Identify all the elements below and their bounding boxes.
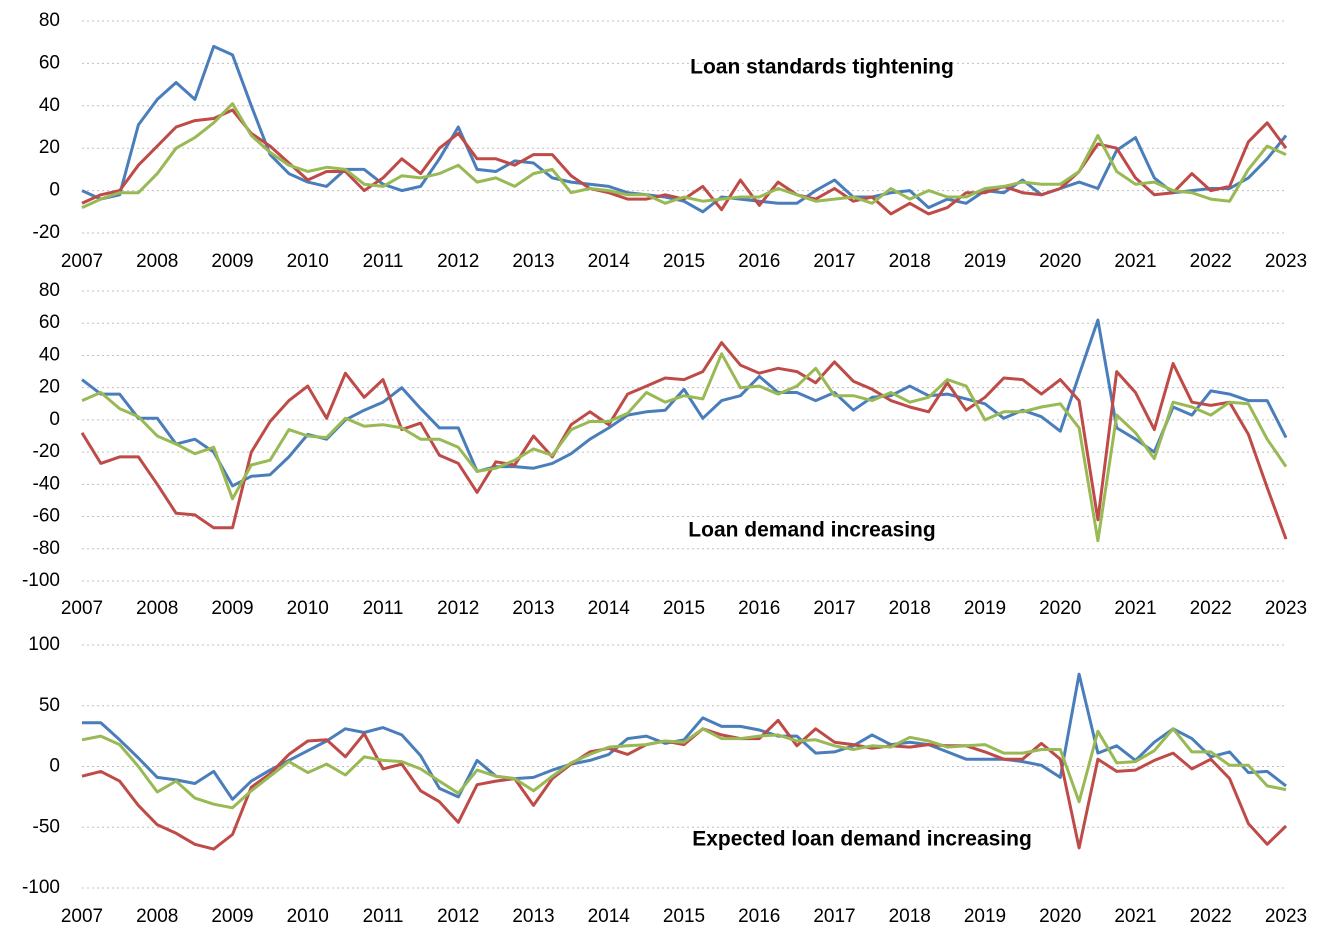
x-tick-label: 2007	[61, 251, 103, 272]
series-line	[80, 341, 1288, 540]
x-tick-label: 2012	[437, 251, 479, 272]
y-tick-label: 20	[39, 137, 60, 158]
y-tick-label: 20	[39, 377, 60, 398]
x-tick-label: 2007	[61, 598, 103, 619]
y-tick-label: 0	[49, 409, 60, 430]
x-tick-label: 2021	[1114, 251, 1156, 272]
x-tick-label: 2009	[211, 906, 253, 927]
x-tick-label: 2014	[588, 251, 631, 272]
x-tick-label: 2017	[813, 251, 855, 272]
x-tick-label: 2015	[663, 251, 705, 272]
x-tick-label: 2013	[512, 598, 554, 619]
x-tick-label: 2011	[363, 598, 404, 619]
x-tick-label: 2011	[363, 906, 404, 927]
x-tick-label: 2016	[738, 906, 780, 927]
y-tick-label: -60	[33, 506, 60, 527]
y-tick-label: -50	[33, 816, 60, 837]
x-tick-label: 2010	[287, 598, 329, 619]
x-tick-label: 2016	[738, 251, 780, 272]
y-tick-label: 80	[39, 280, 60, 301]
x-tick-label: 2008	[136, 906, 178, 927]
x-tick-label: 2010	[287, 906, 329, 927]
x-tick-label: 2013	[512, 906, 554, 927]
x-tick-label: 2015	[663, 598, 705, 619]
x-tick-label: 2015	[663, 906, 705, 927]
y-tick-label: 60	[39, 52, 60, 73]
x-tick-label: 2021	[1114, 906, 1156, 927]
x-tick-label: 2018	[889, 598, 931, 619]
x-tick-label: 2020	[1039, 251, 1081, 272]
x-tick-label: 2009	[211, 251, 253, 272]
y-tick-label: -20	[33, 222, 60, 243]
y-tick-label: 40	[39, 95, 60, 116]
y-tick-label: -100	[22, 877, 60, 898]
series-line	[81, 44, 1288, 214]
x-tick-label: 2007	[61, 906, 103, 927]
x-tick-label: 2018	[889, 906, 931, 927]
series-line	[81, 718, 1288, 851]
series-line	[82, 672, 1287, 801]
annotation: Loan standards tightening	[690, 56, 954, 79]
x-tick-label: 2016	[738, 598, 780, 619]
x-tick-label: 2018	[889, 251, 931, 272]
y-tick-label: 40	[39, 344, 60, 365]
x-tick-label: 2008	[136, 598, 178, 619]
x-tick-label: 2010	[287, 251, 329, 272]
y-tick-label: -40	[33, 473, 60, 494]
x-tick-label: 2014	[588, 906, 631, 927]
x-tick-label: 2023	[1265, 906, 1307, 927]
series-line	[81, 352, 1288, 543]
x-tick-label: 2017	[813, 906, 855, 927]
x-tick-label: 2021	[1114, 598, 1156, 619]
y-tick-label: -80	[33, 538, 60, 559]
y-tick-label: 100	[28, 634, 60, 655]
y-tick-label: 0	[49, 180, 60, 201]
x-tick-label: 2020	[1039, 906, 1081, 927]
x-tick-label: 2022	[1190, 906, 1232, 927]
x-tick-label: 2013	[512, 251, 554, 272]
x-tick-label: 2020	[1039, 598, 1081, 619]
series-line	[81, 318, 1288, 488]
x-tick-label: 2022	[1190, 598, 1232, 619]
x-tick-label: 2017	[813, 598, 855, 619]
y-tick-label: 50	[39, 695, 60, 716]
annotation: Loan demand increasing	[688, 519, 935, 542]
x-tick-label: 2009	[211, 598, 253, 619]
x-tick-label: 2014	[588, 598, 631, 619]
annotation: Expected loan demand increasing	[692, 828, 1032, 851]
series-line	[81, 102, 1287, 209]
x-tick-label: 2019	[964, 906, 1006, 927]
x-tick-label: 2011	[363, 251, 404, 272]
y-tick-label: -20	[33, 441, 60, 462]
y-tick-label: 80	[39, 10, 60, 31]
x-tick-label: 2023	[1265, 598, 1307, 619]
x-tick-label: 2012	[437, 598, 479, 619]
x-tick-label: 2008	[136, 251, 178, 272]
series-line	[81, 727, 1287, 810]
y-tick-label: 60	[39, 312, 60, 333]
y-tick-label: 0	[49, 756, 60, 777]
x-tick-label: 2022	[1190, 251, 1232, 272]
x-tick-label: 2019	[964, 251, 1006, 272]
y-tick-label: -100	[22, 570, 60, 591]
x-tick-label: 2012	[437, 906, 479, 927]
x-tick-label: 2019	[964, 598, 1006, 619]
x-tick-label: 2023	[1265, 251, 1307, 272]
